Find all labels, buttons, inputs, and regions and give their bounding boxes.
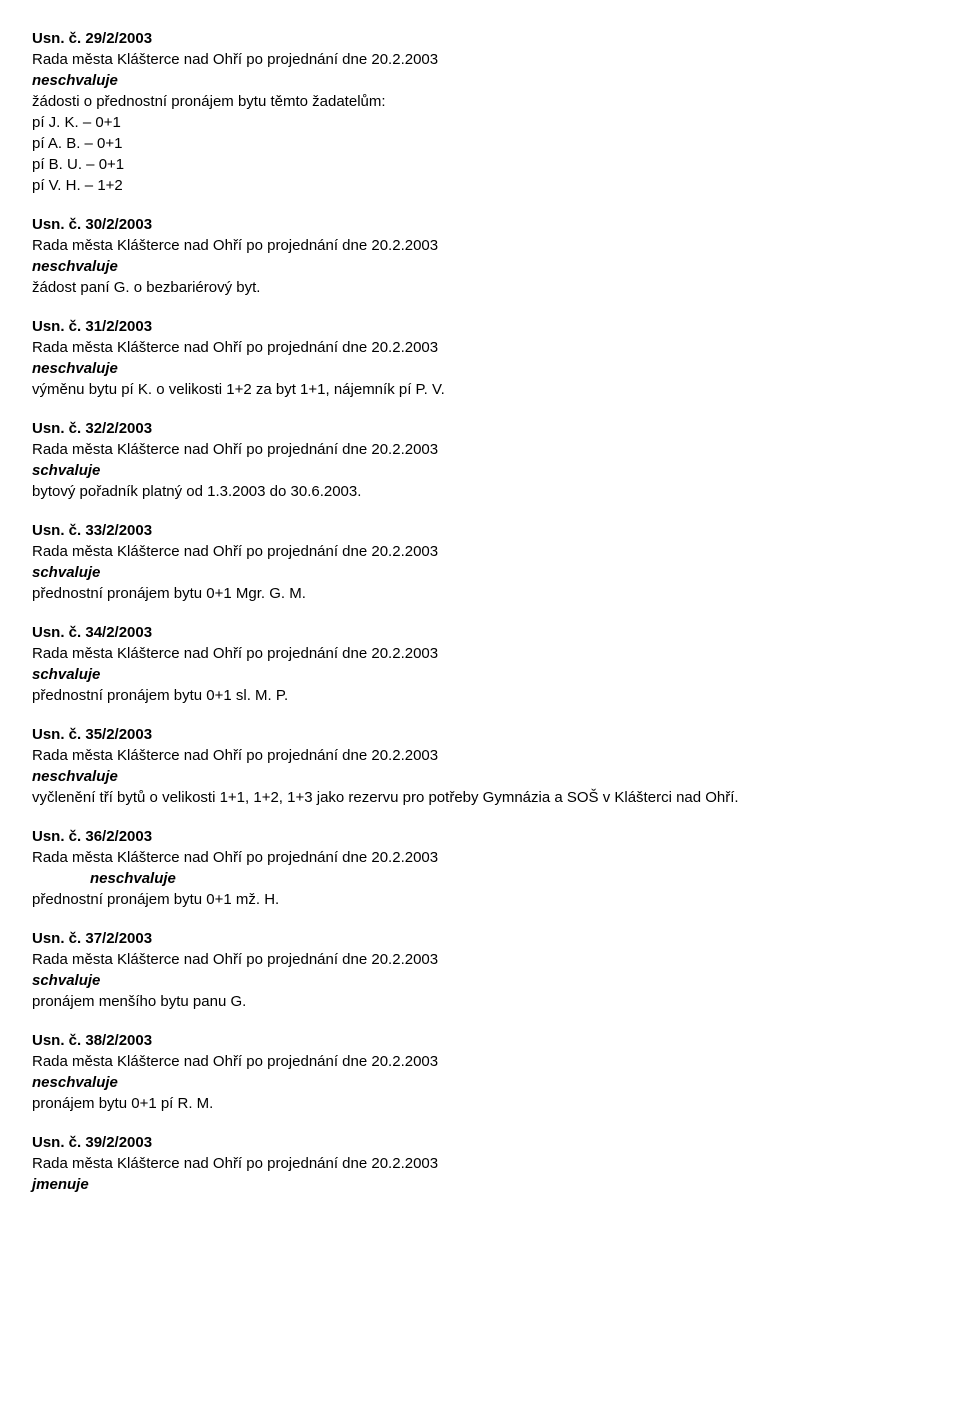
resolution-body: pronájem menšího bytu panu G.: [32, 991, 928, 1012]
resolutions-list: Usn. č. 29/2/2003Rada města Klášterce na…: [32, 28, 928, 1195]
resolution-verb: neschvaluje: [32, 70, 928, 91]
resolution-body: žádosti o přednostní pronájem bytu těmto…: [32, 91, 928, 112]
resolution-body: pronájem bytu 0+1 pí R. M.: [32, 1093, 928, 1114]
resolution-body: přednostní pronájem bytu 0+1 mž. H.: [32, 889, 928, 910]
resolution-verb: neschvaluje: [32, 868, 928, 889]
resolution-block: Usn. č. 32/2/2003Rada města Klášterce na…: [32, 418, 928, 502]
resolution-context: Rada města Klášterce nad Ohří po projedn…: [32, 847, 928, 868]
sublist-item: pí A. B. – 0+1: [32, 133, 928, 154]
resolution-body: bytový pořadník platný od 1.3.2003 do 30…: [32, 481, 928, 502]
resolution-heading: Usn. č. 38/2/2003: [32, 1030, 928, 1051]
resolution-verb: schvaluje: [32, 970, 928, 991]
resolution-block: Usn. č. 39/2/2003Rada města Klášterce na…: [32, 1132, 928, 1195]
resolution-sublist: pí J. K. – 0+1pí A. B. – 0+1pí B. U. – 0…: [32, 112, 928, 196]
resolution-block: Usn. č. 37/2/2003Rada města Klášterce na…: [32, 928, 928, 1012]
resolution-heading: Usn. č. 35/2/2003: [32, 724, 928, 745]
resolution-context: Rada města Klášterce nad Ohří po projedn…: [32, 1051, 928, 1072]
resolution-block: Usn. č. 35/2/2003Rada města Klášterce na…: [32, 724, 928, 808]
resolution-block: Usn. č. 38/2/2003Rada města Klášterce na…: [32, 1030, 928, 1114]
resolution-verb: neschvaluje: [32, 358, 928, 379]
resolution-context: Rada města Klášterce nad Ohří po projedn…: [32, 1153, 928, 1174]
resolution-context: Rada města Klášterce nad Ohří po projedn…: [32, 643, 928, 664]
resolution-verb: neschvaluje: [32, 766, 928, 787]
resolution-block: Usn. č. 36/2/2003Rada města Klášterce na…: [32, 826, 928, 910]
resolution-block: Usn. č. 29/2/2003Rada města Klášterce na…: [32, 28, 928, 196]
resolution-heading: Usn. č. 33/2/2003: [32, 520, 928, 541]
resolution-context: Rada města Klášterce nad Ohří po projedn…: [32, 745, 928, 766]
resolution-body: přednostní pronájem bytu 0+1 sl. M. P.: [32, 685, 928, 706]
sublist-item: pí V. H. – 1+2: [32, 175, 928, 196]
sublist-item: pí B. U. – 0+1: [32, 154, 928, 175]
resolution-heading: Usn. č. 30/2/2003: [32, 214, 928, 235]
sublist-item: pí J. K. – 0+1: [32, 112, 928, 133]
resolution-block: Usn. č. 34/2/2003Rada města Klášterce na…: [32, 622, 928, 706]
resolution-heading: Usn. č. 34/2/2003: [32, 622, 928, 643]
resolution-context: Rada města Klášterce nad Ohří po projedn…: [32, 337, 928, 358]
resolution-block: Usn. č. 33/2/2003Rada města Klášterce na…: [32, 520, 928, 604]
resolution-verb: neschvaluje: [32, 1072, 928, 1093]
resolution-context: Rada města Klášterce nad Ohří po projedn…: [32, 439, 928, 460]
resolution-verb: jmenuje: [32, 1174, 928, 1195]
resolution-context: Rada města Klášterce nad Ohří po projedn…: [32, 49, 928, 70]
resolution-verb: schvaluje: [32, 664, 928, 685]
resolution-block: Usn. č. 31/2/2003Rada města Klášterce na…: [32, 316, 928, 400]
resolution-heading: Usn. č. 29/2/2003: [32, 28, 928, 49]
resolution-context: Rada města Klášterce nad Ohří po projedn…: [32, 235, 928, 256]
resolution-block: Usn. č. 30/2/2003Rada města Klášterce na…: [32, 214, 928, 298]
resolution-heading: Usn. č. 36/2/2003: [32, 826, 928, 847]
resolution-heading: Usn. č. 31/2/2003: [32, 316, 928, 337]
resolution-body: žádost paní G. o bezbariérový byt.: [32, 277, 928, 298]
resolution-heading: Usn. č. 32/2/2003: [32, 418, 928, 439]
resolution-body: výměnu bytu pí K. o velikosti 1+2 za byt…: [32, 379, 928, 400]
resolution-body: přednostní pronájem bytu 0+1 Mgr. G. M.: [32, 583, 928, 604]
resolution-verb: neschvaluje: [32, 256, 928, 277]
resolution-body: vyčlenění tří bytů o velikosti 1+1, 1+2,…: [32, 787, 928, 808]
resolution-heading: Usn. č. 37/2/2003: [32, 928, 928, 949]
resolution-context: Rada města Klášterce nad Ohří po projedn…: [32, 949, 928, 970]
resolution-heading: Usn. č. 39/2/2003: [32, 1132, 928, 1153]
resolution-context: Rada města Klášterce nad Ohří po projedn…: [32, 541, 928, 562]
resolution-verb: schvaluje: [32, 460, 928, 481]
resolution-verb: schvaluje: [32, 562, 928, 583]
